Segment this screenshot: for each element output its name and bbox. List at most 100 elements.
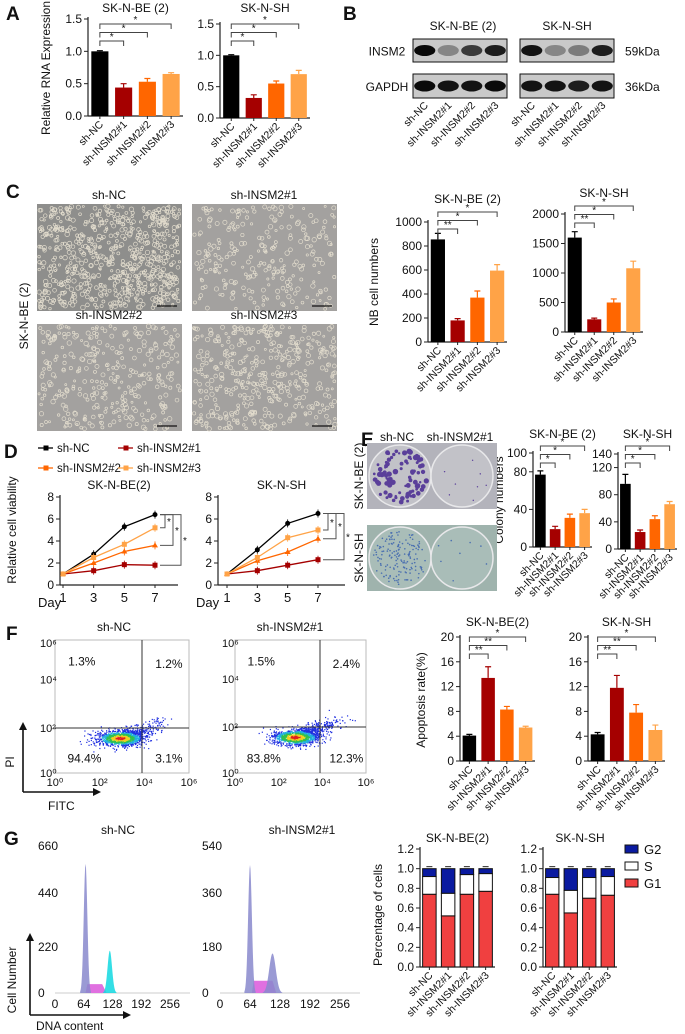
event-dot: [99, 743, 101, 745]
colony: [408, 553, 411, 556]
cell: [293, 291, 298, 296]
cell: [241, 265, 245, 269]
event-dot: [111, 737, 113, 739]
cell: [262, 406, 268, 412]
event-dot: [162, 719, 165, 722]
significance-bracket: [323, 513, 329, 531]
cell: [286, 294, 292, 300]
cell: [64, 228, 69, 233]
cell: [195, 335, 200, 340]
colony: [397, 452, 401, 455]
significance-marker: *: [110, 32, 114, 43]
colony: [407, 448, 413, 454]
event-dot: [134, 735, 136, 737]
event-dot: [98, 734, 100, 736]
cell: [141, 371, 147, 377]
cell: [167, 340, 173, 346]
cell: [95, 347, 100, 353]
cell: [171, 208, 175, 212]
cell: [154, 256, 161, 262]
cell: [241, 285, 246, 290]
colony: [418, 481, 422, 484]
event-dot: [136, 746, 139, 749]
cell: [236, 407, 241, 411]
cell: [48, 420, 51, 424]
cell: [271, 204, 276, 209]
event-dot: [123, 744, 126, 746]
cell: [205, 251, 210, 256]
cell: [93, 244, 98, 249]
y-tick-label: 0.6: [397, 901, 414, 915]
cell: [303, 235, 309, 241]
event-dot: [294, 744, 296, 746]
bar: [115, 87, 133, 116]
event-dot: [277, 745, 280, 747]
event-dot: [323, 730, 325, 732]
cell: [301, 327, 307, 333]
event-dot: [115, 735, 118, 737]
event-dot: [131, 736, 133, 738]
event-dot: [303, 744, 305, 746]
cell: [99, 380, 105, 385]
colony: [400, 559, 402, 561]
colony: [389, 455, 394, 460]
cell: [167, 286, 171, 290]
event-dot: [139, 731, 141, 733]
cell: [105, 218, 109, 223]
cell: [95, 254, 100, 259]
y-tick-label: 1.0: [520, 862, 537, 876]
cell: [47, 283, 53, 289]
cell: [115, 239, 119, 243]
colony: [394, 449, 399, 454]
cell: [192, 411, 197, 416]
cell: [157, 355, 162, 360]
cell: [53, 238, 58, 243]
cell: [275, 331, 279, 335]
event-dot: [273, 730, 275, 732]
colony: [375, 480, 382, 486]
significance-bracket: [160, 514, 182, 566]
colony: [374, 477, 378, 481]
event-dot: [125, 742, 128, 745]
cell: [218, 271, 221, 275]
cell: [251, 389, 256, 394]
cell: [332, 215, 336, 219]
cell: [42, 305, 47, 310]
cell: [307, 342, 311, 346]
significance-marker: *: [330, 518, 334, 529]
event-dot: [147, 725, 150, 728]
event-dot: [142, 731, 144, 733]
panel-letter-c: C: [6, 182, 20, 203]
cell: [68, 351, 74, 357]
cell: [311, 249, 316, 254]
cell: [50, 399, 56, 405]
cell: [199, 367, 204, 372]
cell: [260, 359, 265, 365]
bar-segment-s: [422, 876, 437, 895]
cell: [192, 232, 197, 237]
event-dot: [124, 729, 126, 731]
cell: [166, 283, 172, 289]
cell: [95, 212, 99, 216]
x-tick-label: 10²: [92, 777, 108, 789]
colony: [409, 536, 412, 539]
cell: [262, 299, 266, 303]
cell: [242, 340, 247, 346]
y-axis-label: NB cell numbers: [367, 238, 381, 326]
cell: [154, 268, 158, 272]
cell: [135, 247, 140, 252]
cell: [238, 393, 243, 398]
cell: [95, 351, 99, 355]
cell: [165, 213, 171, 219]
event-dot: [126, 729, 128, 731]
cell: [139, 256, 144, 261]
significance-bracket: [437, 228, 459, 234]
cell: [158, 297, 164, 302]
cell: [155, 232, 160, 237]
y-tick-label: 0.0: [397, 960, 414, 974]
event-dot: [270, 732, 273, 734]
colony: [416, 458, 422, 463]
event-dot: [140, 737, 142, 740]
cell: [45, 361, 50, 366]
cell: [266, 390, 271, 394]
